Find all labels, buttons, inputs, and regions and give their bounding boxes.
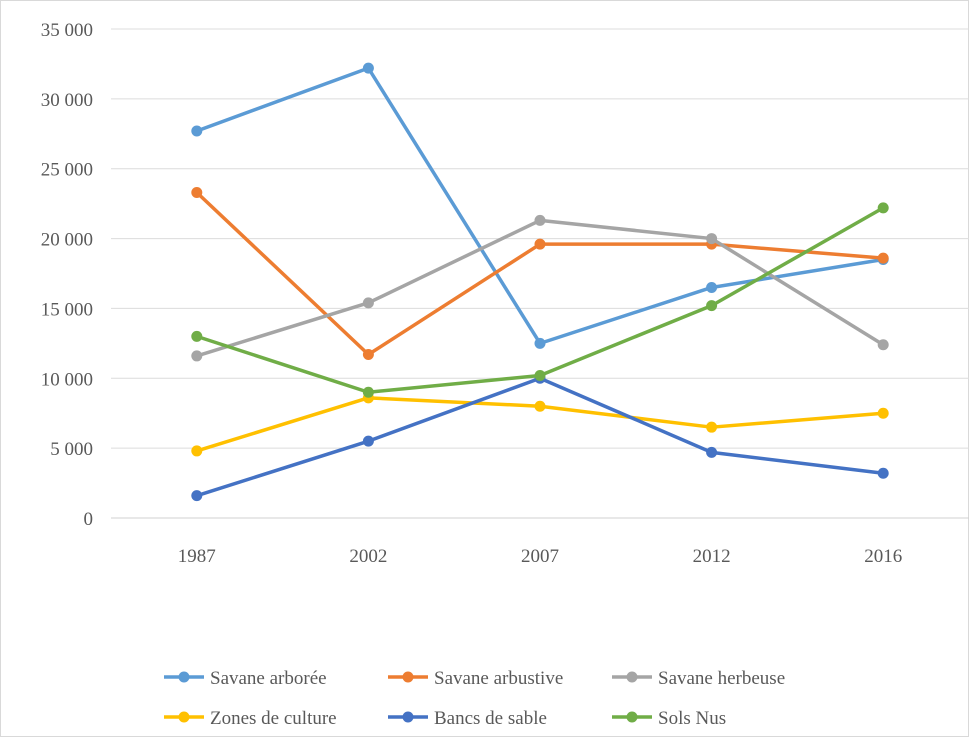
legend-swatch-marker xyxy=(626,711,638,723)
y-tick-label: 10 000 xyxy=(41,369,93,390)
y-tick-label: 15 000 xyxy=(41,299,93,320)
legend-label: Zones de culture xyxy=(210,708,337,729)
data-point xyxy=(534,337,546,349)
legend: Savane arborée Savane arbustive Savane her… xyxy=(164,668,785,729)
series-zones-de-culture xyxy=(191,392,889,457)
legend-item-zones-de-culture: Zones de culture xyxy=(164,708,337,729)
series-sols-nus xyxy=(191,202,889,398)
x-axis: 1987 2002 2007 2012 2016 xyxy=(178,546,902,567)
series-bancs-de-sable xyxy=(191,372,889,502)
legend-swatch-marker xyxy=(178,711,190,723)
series-line xyxy=(195,376,885,498)
data-point xyxy=(362,349,374,361)
legend-item-savane-arbustive: Savane arbustive xyxy=(388,668,563,689)
series-line xyxy=(195,206,885,395)
legend-label: Savane arbustive xyxy=(434,668,563,689)
data-point xyxy=(706,281,718,293)
x-tick-label: 1987 xyxy=(178,546,216,567)
grid-lines xyxy=(111,28,969,519)
legend-label: Savane herbeuse xyxy=(658,668,785,689)
legend-swatch-marker xyxy=(402,671,414,683)
data-point xyxy=(877,339,889,351)
data-point xyxy=(534,369,546,381)
x-tick-label: 2016 xyxy=(864,546,902,567)
legend-item-savane-herbeuse: Savane herbeuse xyxy=(612,668,785,689)
data-point xyxy=(362,386,374,398)
legend-label: Savane arborée xyxy=(210,668,327,689)
series-savane-arbustive xyxy=(191,186,889,361)
series-savane-arboree xyxy=(191,62,889,349)
legend-swatch-marker xyxy=(178,671,190,683)
data-point xyxy=(191,445,203,457)
data-point xyxy=(706,233,718,245)
legend-item-bancs-de-sable: Bancs de sable xyxy=(388,708,547,729)
data-point xyxy=(706,446,718,458)
series-lines xyxy=(191,62,889,502)
legend-swatch-marker xyxy=(626,671,638,683)
x-tick-label: 2012 xyxy=(693,546,731,567)
legend-label: Bancs de sable xyxy=(434,708,547,729)
data-point xyxy=(877,407,889,419)
y-tick-label: 5 000 xyxy=(50,439,93,460)
legend-swatch-marker xyxy=(402,711,414,723)
data-point xyxy=(534,214,546,226)
data-point xyxy=(706,300,718,312)
data-point xyxy=(877,202,889,214)
legend-label: Sols Nus xyxy=(658,708,726,729)
y-tick-label: 25 000 xyxy=(41,160,93,181)
data-point xyxy=(191,186,203,198)
x-tick-label: 2002 xyxy=(349,546,387,567)
x-tick-label: 2007 xyxy=(521,546,559,567)
data-point xyxy=(362,297,374,309)
data-point xyxy=(877,467,889,479)
data-point xyxy=(191,490,203,502)
data-point xyxy=(362,62,374,74)
data-point xyxy=(191,125,203,137)
data-point xyxy=(191,350,203,362)
series-line xyxy=(195,66,885,346)
data-point xyxy=(534,238,546,250)
y-tick-label: 30 000 xyxy=(41,90,93,111)
data-point xyxy=(362,435,374,447)
y-axis: 0 5 000 10 000 15 000 20 000 25 000 30 000 35 0… xyxy=(41,20,93,530)
data-point xyxy=(877,252,889,264)
y-tick-label: 35 000 xyxy=(41,20,93,41)
data-point xyxy=(534,400,546,412)
y-tick-label: 0 xyxy=(84,509,94,530)
legend-item-sols-nus: Sols Nus xyxy=(612,708,726,729)
data-point xyxy=(706,421,718,433)
y-tick-label: 20 000 xyxy=(41,230,93,251)
data-point xyxy=(191,330,203,342)
legend-item-savane-arboree: Savane arborée xyxy=(164,668,327,689)
